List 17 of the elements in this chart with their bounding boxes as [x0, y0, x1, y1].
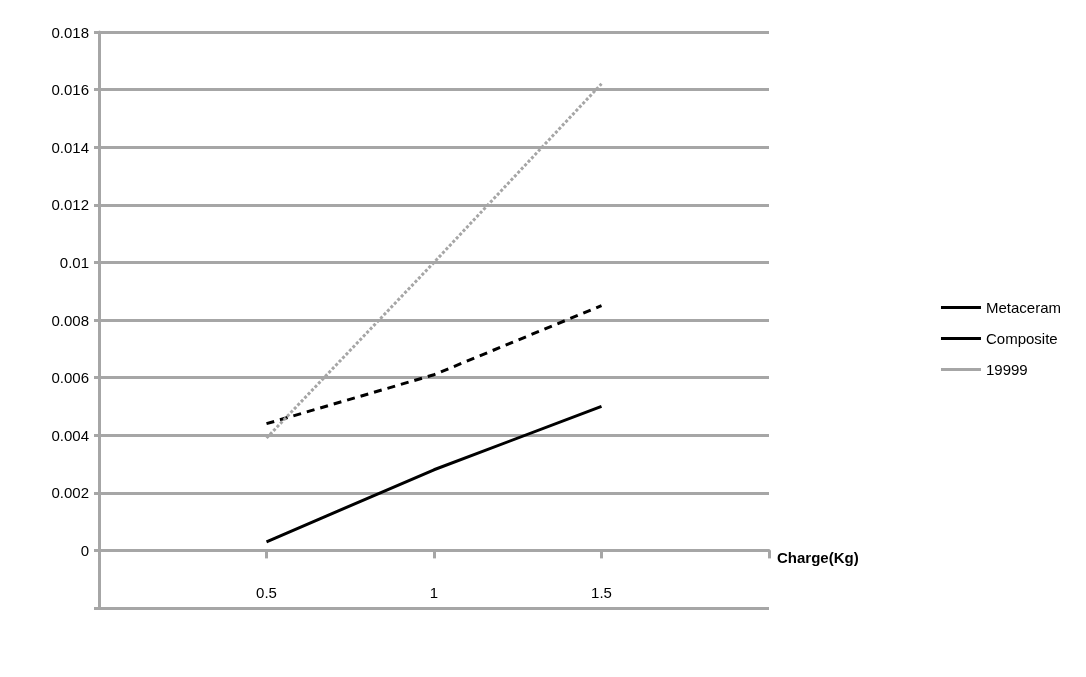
x-tick-label: 1 [429, 584, 439, 601]
x-tick-label: 1.5 [591, 584, 612, 601]
legend-label: 19999 [985, 361, 1028, 378]
y-tick-label: 0.002 [51, 484, 89, 502]
y-tick-label: 0.01 [59, 253, 89, 271]
legend-label: Composite [985, 330, 1058, 347]
y-tick-label: 0.018 [51, 23, 89, 41]
y-tick-label: 0 [80, 541, 89, 559]
x-tick-label: 0.5 [256, 584, 277, 601]
y-tick-label: 0.004 [51, 426, 89, 444]
y-tick-label: 0.016 [51, 81, 89, 99]
y-tick-label: 0.008 [51, 311, 89, 329]
y-tick-label: 0.012 [51, 196, 89, 214]
legend-label: Metaceram [985, 299, 1062, 316]
y-tick-label: 0.014 [51, 138, 89, 156]
x-axis-title: Charge(Kg) [777, 549, 859, 567]
y-tick-label: 0.006 [51, 369, 89, 387]
